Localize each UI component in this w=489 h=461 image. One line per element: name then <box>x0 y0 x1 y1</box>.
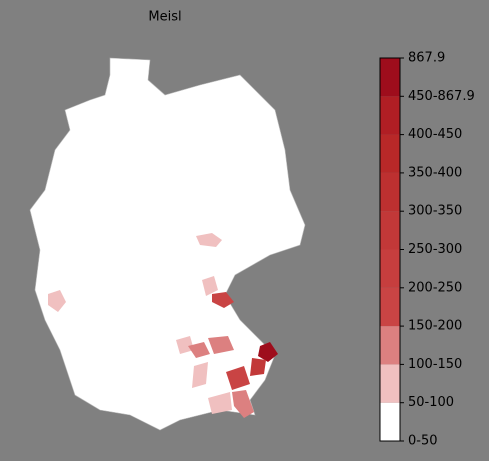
region <box>192 362 208 388</box>
region <box>202 276 218 296</box>
region <box>232 390 254 418</box>
colorbar-segment <box>380 96 400 135</box>
colorbar-tick-label: 50-100 <box>408 395 454 410</box>
colorbar-segment <box>380 134 400 173</box>
colorbar-segment <box>380 402 400 441</box>
region <box>48 290 66 312</box>
colorbar-segment <box>380 249 400 288</box>
colorbar-tick-label: 400-450 <box>408 127 462 142</box>
country-outline <box>29 57 306 431</box>
colorbar-segment <box>380 364 400 403</box>
region <box>176 336 194 354</box>
colorbar-tick-label: 200-250 <box>408 280 462 295</box>
region <box>212 292 234 308</box>
colorbar-segment <box>380 172 400 212</box>
germany-map <box>29 57 306 431</box>
colorbar-segment <box>380 326 400 365</box>
colorbar-tick-label: 350-400 <box>408 165 462 180</box>
colorbar-tick-label: 867.9 <box>408 51 445 66</box>
colorbar: 0-50 50-100 100-150 150-200 200-250 250-300 30… <box>379 51 475 449</box>
region <box>208 392 232 414</box>
colorbar-segment <box>380 287 400 327</box>
region <box>226 366 250 390</box>
colorbar-tick-label: 250-300 <box>408 242 462 257</box>
colorbar-segment <box>380 211 400 250</box>
colorbar-tick-label: 300-350 <box>408 204 462 219</box>
region <box>196 233 222 247</box>
colorbar-segment <box>380 58 400 97</box>
region <box>188 342 210 358</box>
colorbar-tick-label: 450-867.9 <box>408 89 475 104</box>
map-title: Meisl <box>148 10 181 25</box>
region <box>258 342 278 362</box>
region <box>250 358 266 376</box>
colorbar-tick-label: 150-200 <box>408 319 462 334</box>
colorbar-tick-label: 0-50 <box>408 434 438 449</box>
region <box>208 336 234 354</box>
colorbar-tick-label: 100-150 <box>408 357 462 372</box>
